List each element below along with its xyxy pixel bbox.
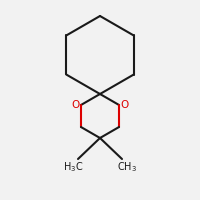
Text: O: O: [72, 100, 80, 110]
Text: CH$_3$: CH$_3$: [117, 160, 137, 174]
Text: O: O: [120, 100, 128, 110]
Text: H$_3$C: H$_3$C: [63, 160, 83, 174]
